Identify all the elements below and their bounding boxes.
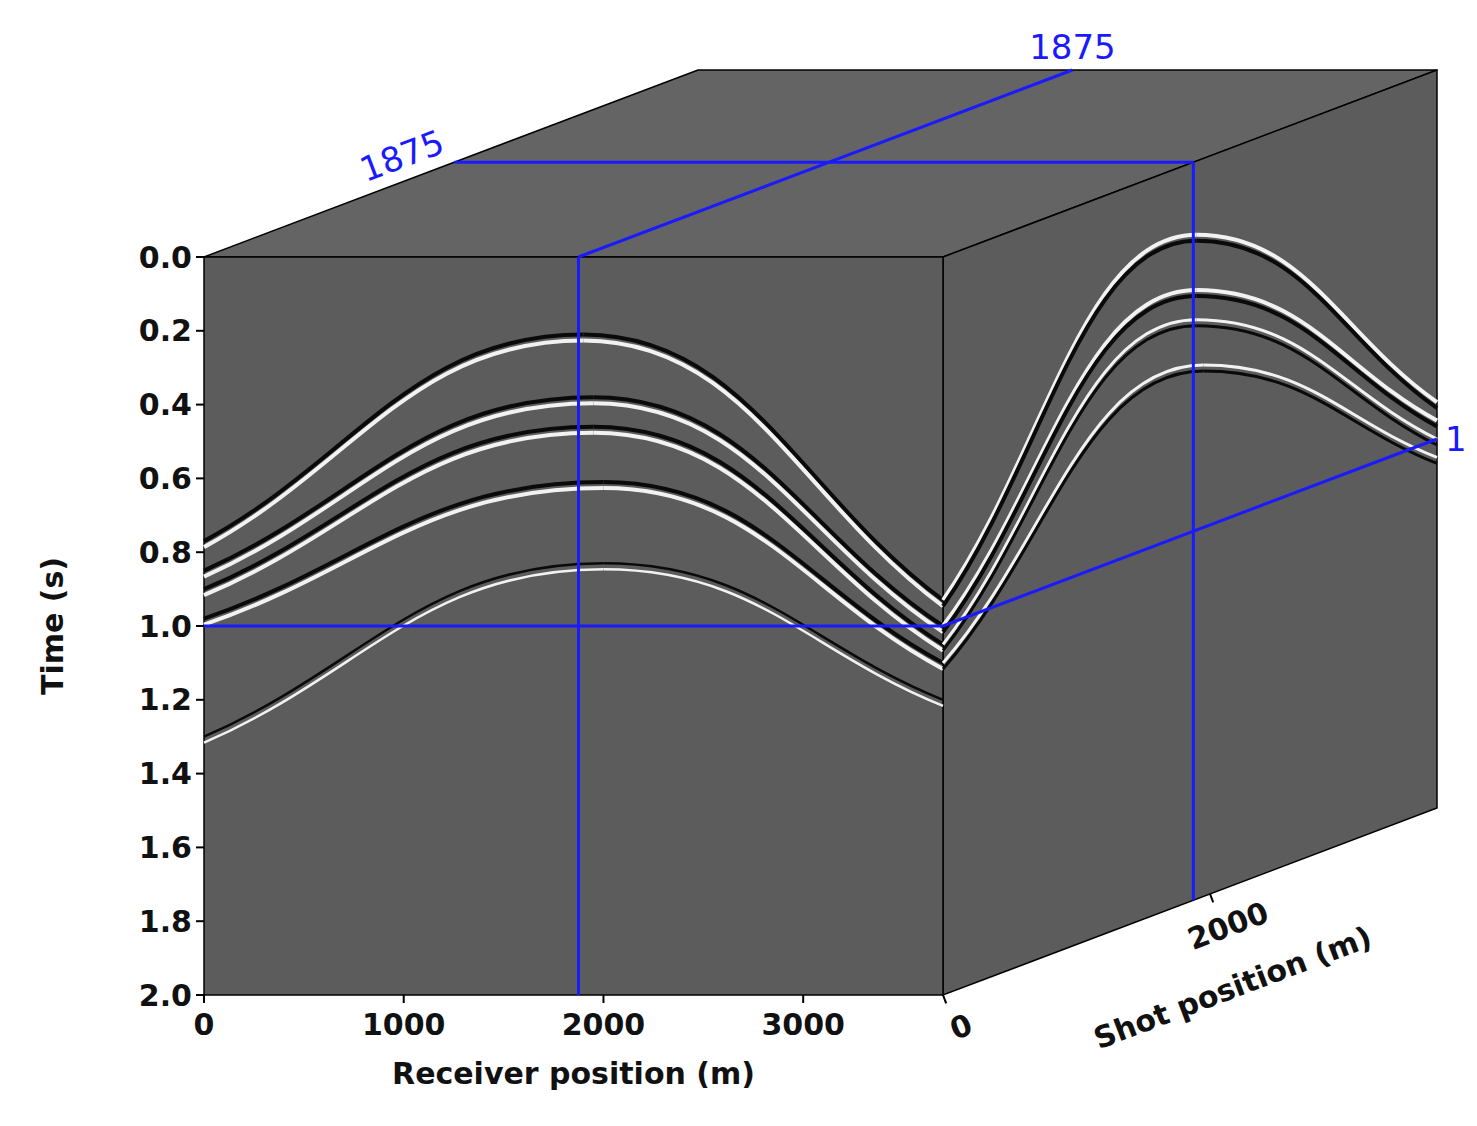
svg-text:Shot position (m): Shot position (m): [1089, 919, 1376, 1056]
svg-text:Receiver position (m): Receiver position (m): [392, 1056, 755, 1091]
svg-text:2000: 2000: [1183, 895, 1273, 957]
svg-text:2000: 2000: [562, 1007, 646, 1042]
svg-text:1.6: 1.6: [139, 830, 192, 865]
svg-text:0.8: 0.8: [139, 535, 192, 570]
svg-text:0: 0: [945, 1007, 977, 1047]
svg-text:0.6: 0.6: [139, 461, 192, 496]
svg-text:1.4: 1.4: [139, 756, 192, 791]
svg-text:1875: 1875: [1029, 27, 1116, 67]
svg-text:0.0: 0.0: [139, 240, 192, 275]
svg-text:1.0: 1.0: [139, 609, 192, 644]
svg-text:0.2: 0.2: [139, 313, 192, 348]
svg-text:1875: 1875: [354, 122, 449, 190]
svg-text:1.8: 1.8: [139, 904, 192, 939]
svg-text:1.2: 1.2: [139, 682, 192, 717]
svg-text:0: 0: [194, 1007, 215, 1042]
svg-text:0.4: 0.4: [139, 387, 192, 422]
svg-text:2.0: 2.0: [139, 978, 192, 1013]
svg-text:3000: 3000: [761, 1007, 845, 1042]
svg-text:1: 1: [1445, 419, 1467, 459]
svg-text:1000: 1000: [362, 1007, 446, 1042]
svg-text:Time (s): Time (s): [35, 557, 70, 695]
